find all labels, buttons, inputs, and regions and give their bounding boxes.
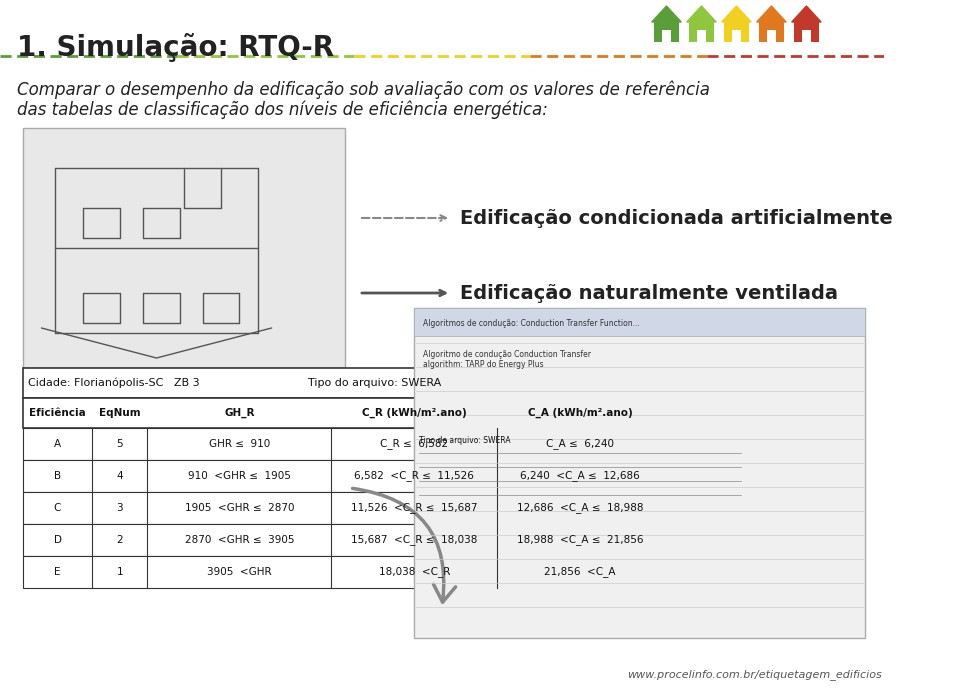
FancyBboxPatch shape <box>23 492 659 524</box>
FancyBboxPatch shape <box>654 22 680 42</box>
Text: Edificação naturalmente ventilada: Edificação naturalmente ventilada <box>460 283 838 303</box>
FancyBboxPatch shape <box>732 30 741 42</box>
FancyBboxPatch shape <box>23 428 659 460</box>
Text: Tipo de arquivo: SWERA: Tipo de arquivo: SWERA <box>419 436 511 445</box>
FancyBboxPatch shape <box>767 30 776 42</box>
Polygon shape <box>686 6 716 22</box>
Text: GH_R: GH_R <box>224 408 254 418</box>
Text: 18,988  <C_A ≤  21,856: 18,988 <C_A ≤ 21,856 <box>516 535 643 546</box>
Text: 18,038  <C_R: 18,038 <C_R <box>378 566 450 577</box>
Text: 12,686  <C_A ≤  18,988: 12,686 <C_A ≤ 18,988 <box>516 502 643 513</box>
FancyBboxPatch shape <box>758 22 784 42</box>
Text: Eficiência: Eficiência <box>29 408 85 418</box>
Text: 11,526  <C_R ≤  15,687: 11,526 <C_R ≤ 15,687 <box>351 502 477 513</box>
Polygon shape <box>792 6 821 22</box>
FancyBboxPatch shape <box>661 30 671 42</box>
Text: 2: 2 <box>116 535 123 545</box>
Polygon shape <box>652 6 682 22</box>
FancyBboxPatch shape <box>802 30 811 42</box>
Text: 4: 4 <box>116 471 123 481</box>
Text: Tipo do arquivo: SWERA: Tipo do arquivo: SWERA <box>308 378 442 388</box>
Polygon shape <box>722 6 751 22</box>
Text: 3: 3 <box>116 503 123 513</box>
Text: das tabelas de classificação dos níveis de eficiência energética:: das tabelas de classificação dos níveis … <box>16 100 547 118</box>
FancyBboxPatch shape <box>23 524 659 556</box>
FancyBboxPatch shape <box>794 22 819 42</box>
Text: C_A ≤  6,240: C_A ≤ 6,240 <box>546 438 614 449</box>
Text: Edificação condicionada artificialmente: Edificação condicionada artificialmente <box>460 208 893 228</box>
Text: Algoritmo de condução Conduction Transfer
algorithm: TARP do Energy Plus: Algoritmo de condução Conduction Transfe… <box>423 350 591 369</box>
Text: A: A <box>54 439 61 449</box>
Text: 6,582  <C_R ≤  11,526: 6,582 <C_R ≤ 11,526 <box>354 471 474 482</box>
FancyArrowPatch shape <box>352 488 456 602</box>
Text: 1905  <GHR ≤  2870: 1905 <GHR ≤ 2870 <box>184 503 294 513</box>
FancyBboxPatch shape <box>23 398 659 428</box>
FancyBboxPatch shape <box>697 30 706 42</box>
FancyBboxPatch shape <box>23 556 659 588</box>
Text: C_R (kWh/m².ano): C_R (kWh/m².ano) <box>362 408 467 418</box>
Text: GHR ≤  910: GHR ≤ 910 <box>208 439 270 449</box>
Text: Cidade: Florianópolis-SC   ZB 3: Cidade: Florianópolis-SC ZB 3 <box>28 378 200 388</box>
FancyBboxPatch shape <box>23 460 659 492</box>
Text: Comparar o desempenho da edificação sob avaliação com os valores de referência: Comparar o desempenho da edificação sob … <box>16 80 709 98</box>
Text: Algoritmos de condução: Conduction Transfer Function...: Algoritmos de condução: Conduction Trans… <box>423 319 640 327</box>
FancyBboxPatch shape <box>23 128 346 368</box>
Text: 15,687  <C_R ≤  18,038: 15,687 <C_R ≤ 18,038 <box>351 535 477 546</box>
Text: 1: 1 <box>116 567 123 577</box>
FancyBboxPatch shape <box>415 308 865 638</box>
Text: EqNum: EqNum <box>99 408 140 418</box>
Text: D: D <box>54 535 61 545</box>
Text: 910  <GHR ≤  1905: 910 <GHR ≤ 1905 <box>188 471 291 481</box>
Text: C_R ≤  6,582: C_R ≤ 6,582 <box>380 438 448 449</box>
Text: C_A (kWh/m².ano): C_A (kWh/m².ano) <box>528 408 633 418</box>
Text: E: E <box>55 567 60 577</box>
FancyBboxPatch shape <box>688 22 714 42</box>
FancyBboxPatch shape <box>23 368 659 398</box>
Polygon shape <box>756 6 786 22</box>
FancyBboxPatch shape <box>724 22 750 42</box>
Text: 6,240  <C_A ≤  12,686: 6,240 <C_A ≤ 12,686 <box>520 471 639 482</box>
Text: B: B <box>54 471 61 481</box>
Text: C: C <box>54 503 61 513</box>
Text: 3905  <GHR: 3905 <GHR <box>207 567 272 577</box>
Text: 2870  <GHR ≤  3905: 2870 <GHR ≤ 3905 <box>184 535 294 545</box>
Text: 21,856  <C_A: 21,856 <C_A <box>544 566 615 577</box>
FancyBboxPatch shape <box>415 308 865 336</box>
Text: 5: 5 <box>116 439 123 449</box>
Text: 1. Simulação: RTQ-R: 1. Simulação: RTQ-R <box>16 33 334 62</box>
Text: www.procelinfo.com.br/etiquetagem_edificios: www.procelinfo.com.br/etiquetagem_edific… <box>627 669 882 680</box>
